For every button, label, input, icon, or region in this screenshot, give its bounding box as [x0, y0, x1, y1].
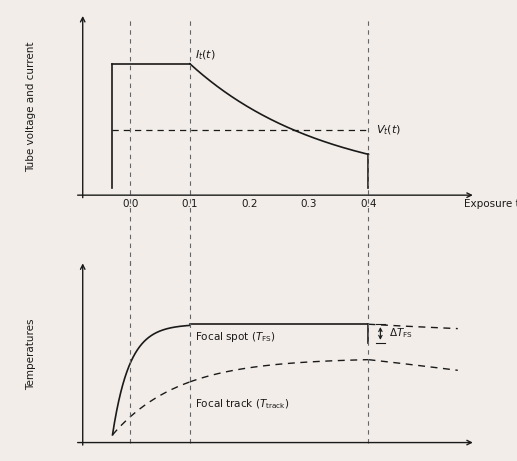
- Y-axis label: Tube voltage and current: Tube voltage and current: [25, 41, 36, 172]
- Text: Focal track ($T_{\mathrm{track}}$): Focal track ($T_{\mathrm{track}}$): [194, 397, 289, 411]
- Text: $V_t(t)$: $V_t(t)$: [376, 124, 401, 137]
- Text: 0.1: 0.1: [181, 199, 198, 209]
- Y-axis label: Temperatures: Temperatures: [25, 319, 36, 390]
- Text: 0.4: 0.4: [360, 199, 377, 209]
- Text: 0.0: 0.0: [122, 199, 139, 209]
- Text: Focal spot ($T_{\mathrm{FS}}$): Focal spot ($T_{\mathrm{FS}}$): [194, 331, 276, 344]
- Text: Exposure time (s): Exposure time (s): [464, 199, 517, 209]
- Text: 0.3: 0.3: [301, 199, 317, 209]
- Text: $\Delta T_{\mathrm{FS}}$: $\Delta T_{\mathrm{FS}}$: [389, 326, 413, 340]
- Text: 0.2: 0.2: [241, 199, 257, 209]
- Text: $I_t(t)$: $I_t(t)$: [194, 49, 216, 62]
